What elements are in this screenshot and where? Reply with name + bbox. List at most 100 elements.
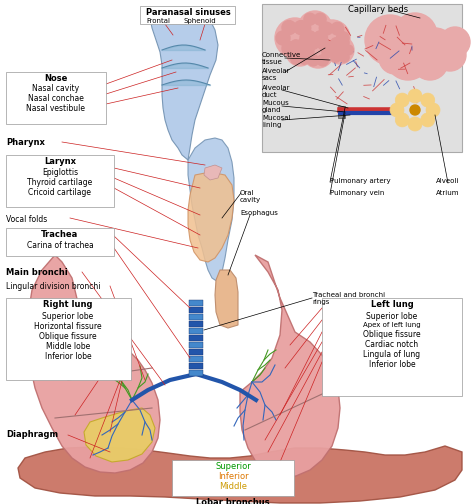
Circle shape — [314, 31, 326, 43]
FancyBboxPatch shape — [262, 4, 462, 152]
Text: Sphenoid: Sphenoid — [184, 18, 216, 24]
Circle shape — [421, 93, 435, 107]
Text: Lingular division bronchi: Lingular division bronchi — [6, 282, 100, 291]
Text: Connective
tissue: Connective tissue — [262, 52, 301, 65]
Circle shape — [390, 103, 404, 117]
Bar — [189, 356, 203, 362]
FancyBboxPatch shape — [6, 155, 114, 207]
Bar — [189, 328, 203, 334]
Text: Lingula of lung: Lingula of lung — [364, 350, 420, 359]
Circle shape — [314, 13, 326, 25]
Text: Larynx: Larynx — [44, 157, 76, 166]
Text: Atrium: Atrium — [436, 190, 460, 196]
Text: Alveolar
sacs: Alveolar sacs — [262, 68, 291, 81]
Text: Lobar bronchus: Lobar bronchus — [196, 498, 270, 504]
Circle shape — [408, 117, 422, 131]
Circle shape — [299, 40, 309, 49]
Circle shape — [301, 33, 309, 40]
Text: Alveoli: Alveoli — [436, 178, 460, 184]
Circle shape — [331, 41, 344, 53]
Polygon shape — [215, 270, 238, 328]
Text: Paranasal sinuses: Paranasal sinuses — [146, 8, 230, 17]
Circle shape — [308, 55, 319, 66]
Circle shape — [337, 32, 349, 44]
Polygon shape — [338, 106, 345, 118]
Circle shape — [344, 45, 353, 55]
Circle shape — [339, 52, 349, 62]
Text: Pharynx: Pharynx — [6, 138, 45, 147]
Circle shape — [301, 44, 309, 51]
Text: Cricoid cartilage: Cricoid cartilage — [28, 188, 91, 197]
Bar — [189, 300, 203, 306]
Text: Nasal cavity: Nasal cavity — [32, 84, 80, 93]
FancyBboxPatch shape — [6, 298, 131, 380]
Text: Left lung: Left lung — [371, 300, 413, 309]
Circle shape — [326, 36, 354, 64]
FancyBboxPatch shape — [172, 460, 294, 496]
Text: Pulmonary artery: Pulmonary artery — [330, 178, 391, 184]
Text: Tracheal and bronchi
rings: Tracheal and bronchi rings — [312, 292, 385, 305]
Circle shape — [327, 45, 337, 55]
FancyBboxPatch shape — [6, 72, 106, 124]
Bar — [189, 370, 203, 376]
Circle shape — [395, 113, 409, 127]
Circle shape — [299, 38, 306, 45]
Text: Nasal vestibule: Nasal vestibule — [27, 104, 85, 113]
FancyBboxPatch shape — [6, 228, 114, 256]
FancyBboxPatch shape — [140, 6, 235, 24]
Text: Frontal: Frontal — [146, 18, 170, 24]
Circle shape — [291, 40, 301, 49]
Text: Main bronchi: Main bronchi — [6, 268, 68, 277]
Circle shape — [393, 13, 437, 57]
Polygon shape — [204, 165, 222, 180]
Text: Trachea: Trachea — [41, 230, 79, 239]
Circle shape — [314, 20, 350, 56]
Circle shape — [315, 32, 328, 44]
Text: Carina of trachea: Carina of trachea — [27, 241, 93, 250]
FancyBboxPatch shape — [322, 298, 462, 396]
Polygon shape — [240, 255, 340, 477]
Text: Oral
cavity: Oral cavity — [240, 190, 261, 203]
Text: Middle: Middle — [219, 482, 247, 491]
Circle shape — [286, 38, 314, 66]
Text: Oblique fissure: Oblique fissure — [363, 330, 421, 339]
Circle shape — [308, 44, 315, 51]
Text: Apex of left lung: Apex of left lung — [363, 322, 421, 328]
Text: Diaphragm: Diaphragm — [6, 430, 58, 439]
Text: Alveolar
duct: Alveolar duct — [262, 85, 291, 98]
Text: Pulmonary vein: Pulmonary vein — [330, 190, 384, 196]
Polygon shape — [188, 138, 234, 282]
Circle shape — [434, 39, 466, 71]
Bar — [189, 349, 203, 355]
Circle shape — [320, 22, 333, 35]
Text: Horizontal fissure: Horizontal fissure — [34, 322, 102, 331]
Text: Nose: Nose — [44, 74, 68, 83]
Circle shape — [291, 54, 301, 64]
Circle shape — [310, 38, 318, 45]
Polygon shape — [188, 172, 234, 262]
Circle shape — [331, 52, 341, 62]
Polygon shape — [18, 446, 462, 503]
Circle shape — [415, 28, 455, 68]
Circle shape — [317, 38, 328, 49]
Circle shape — [379, 42, 411, 74]
Circle shape — [303, 47, 313, 57]
Circle shape — [408, 89, 422, 103]
Circle shape — [331, 22, 344, 35]
Circle shape — [299, 54, 309, 64]
Circle shape — [282, 21, 296, 35]
Text: Inferior lobe: Inferior lobe — [45, 352, 91, 361]
Circle shape — [276, 31, 290, 45]
Bar — [189, 314, 203, 320]
Circle shape — [287, 47, 297, 57]
Polygon shape — [28, 255, 160, 473]
Text: Superior lobe: Superior lobe — [366, 312, 418, 321]
Circle shape — [298, 32, 318, 52]
Text: Oblique fissure: Oblique fissure — [39, 332, 97, 341]
Circle shape — [322, 46, 333, 57]
Text: Cardiac notch: Cardiac notch — [365, 340, 419, 349]
Text: Right lung: Right lung — [43, 300, 93, 309]
Text: Capillary beds: Capillary beds — [348, 5, 408, 14]
Text: Nasal conchae: Nasal conchae — [28, 94, 84, 103]
Circle shape — [421, 113, 435, 127]
